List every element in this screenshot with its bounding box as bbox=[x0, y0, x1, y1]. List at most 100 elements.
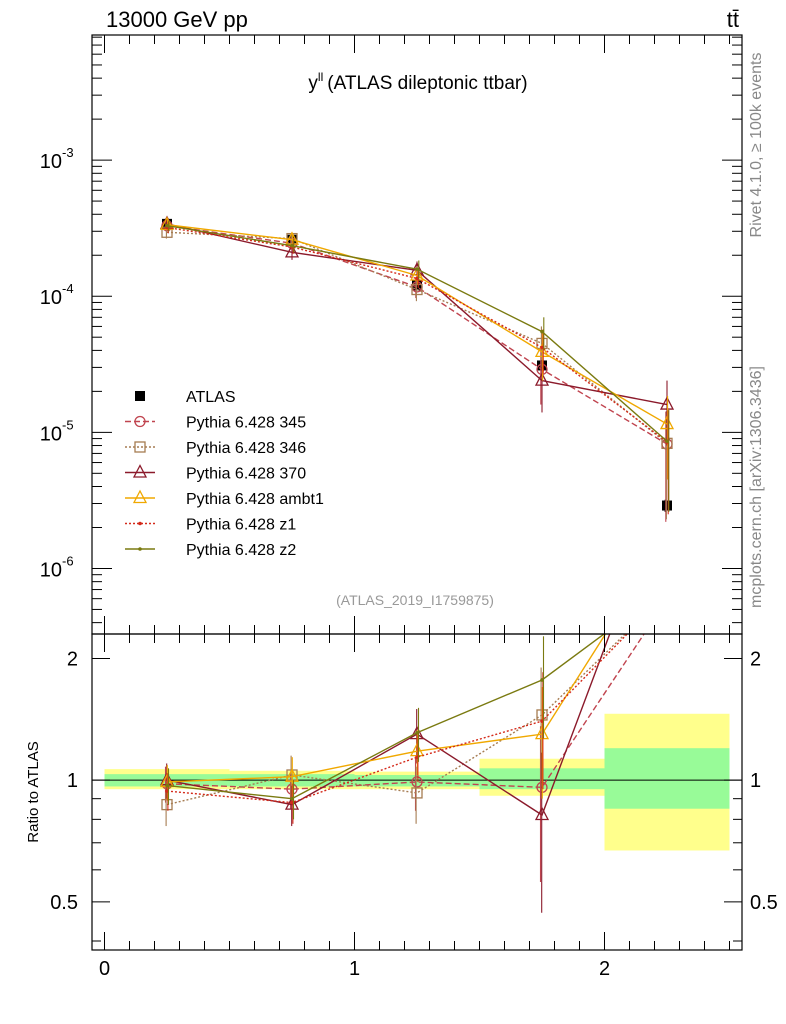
legend-marker bbox=[135, 391, 145, 401]
data-point bbox=[415, 267, 419, 271]
ratio-point bbox=[534, 806, 550, 821]
legend-marker bbox=[134, 441, 146, 453]
legend-item: Pythia 6.428 z1 bbox=[125, 517, 296, 534]
legend-marker bbox=[134, 415, 146, 428]
ratio-point bbox=[290, 796, 294, 801]
ratio-line bbox=[166, 634, 627, 806]
ratio-point bbox=[165, 789, 169, 793]
legend: ATLAS Pythia 6.428 345 Pythia 6.428 346 Pyt… bbox=[125, 389, 324, 559]
ratio-y-tick-label: 2 bbox=[67, 649, 78, 671]
legend-item: Pythia 6.428 370 bbox=[125, 464, 306, 483]
data-point bbox=[659, 415, 675, 430]
legend-marker bbox=[132, 489, 148, 504]
ratio-point bbox=[540, 678, 544, 682]
ratio-line bbox=[166, 634, 629, 804]
analysis-id: (ATLAS_2019_I1759875) bbox=[336, 592, 494, 608]
ratio-point bbox=[661, 530, 673, 542]
y-tick-exponent: -5 bbox=[62, 417, 74, 432]
energy-label: 13000 GeV pp bbox=[106, 7, 248, 32]
ratio-y-tick-label: 0.5 bbox=[50, 892, 78, 914]
data-point bbox=[290, 243, 294, 248]
legend-label: ATLAS bbox=[186, 389, 236, 406]
legend-label: Pythia 6.428 346 bbox=[186, 440, 306, 457]
y-tick-exponent: -4 bbox=[62, 281, 74, 296]
ratio-point bbox=[665, 586, 669, 590]
y-tick-label: 10 bbox=[40, 151, 62, 173]
series-line bbox=[166, 224, 668, 425]
ratio-point bbox=[415, 755, 419, 759]
ratio-y-tick-label-right: 2 bbox=[750, 649, 761, 671]
main-panel-data bbox=[159, 215, 675, 522]
ratio-frame bbox=[91, 633, 743, 951]
data-point bbox=[534, 343, 550, 358]
ratio-point bbox=[411, 787, 423, 799]
ratio-point bbox=[411, 776, 423, 788]
ratio-point bbox=[415, 730, 419, 735]
ratio-panel-axes: 0.5 0.5 1 1 2 2 0 1 2 bbox=[50, 633, 778, 980]
ratio-point bbox=[284, 796, 300, 810]
ratio-series-5 bbox=[165, 586, 669, 820]
data-point bbox=[665, 439, 669, 444]
ratio-y-tick-label-right: 0.5 bbox=[750, 892, 778, 914]
ratio-point bbox=[165, 783, 169, 788]
ratio-y-tick-label: 1 bbox=[67, 770, 78, 792]
x-tick-label: 2 bbox=[599, 958, 610, 980]
y-tick-exponent: -3 bbox=[62, 145, 74, 160]
series-5 bbox=[165, 222, 669, 515]
rivet-label: Rivet 4.1.0, ≥ 100k events bbox=[748, 53, 765, 238]
data-point bbox=[534, 372, 550, 386]
series-line bbox=[166, 223, 668, 406]
data-point bbox=[412, 280, 422, 291]
ratio-point bbox=[662, 594, 672, 604]
legend-label: Pythia 6.428 345 bbox=[186, 415, 306, 432]
legend-label: Pythia 6.428 ambt1 bbox=[186, 491, 324, 508]
ratio-point bbox=[662, 588, 672, 598]
ratio-point bbox=[665, 592, 669, 596]
ratio-point bbox=[540, 719, 544, 723]
legend-item: Pythia 6.428 ambt1 bbox=[125, 489, 324, 508]
data-point bbox=[540, 345, 544, 350]
green-band bbox=[354, 774, 480, 787]
x-tick-label: 1 bbox=[349, 958, 360, 980]
legend-marker bbox=[138, 547, 142, 551]
y-tick-label: 10 bbox=[40, 423, 62, 445]
process-label: tt̄ bbox=[727, 7, 739, 32]
legend-marker bbox=[138, 521, 142, 526]
ratio-y-label: Ratio to ATLAS bbox=[25, 741, 42, 842]
series-6 bbox=[165, 220, 670, 512]
data-point bbox=[411, 283, 423, 296]
data-point bbox=[284, 243, 300, 258]
ratio-point bbox=[290, 800, 294, 805]
legend-label: Pythia 6.428 z2 bbox=[186, 542, 296, 559]
series-line bbox=[166, 224, 668, 442]
y-tick-exponent: -6 bbox=[62, 553, 74, 568]
mcplots-label: mcplots.cern.ch [arXiv:1306.3436] bbox=[748, 366, 765, 608]
legend-label: Pythia 6.428 z1 bbox=[186, 517, 296, 534]
ratio-point bbox=[534, 725, 550, 740]
y-tick-label: 10 bbox=[40, 287, 62, 309]
legend-label: Pythia 6.428 370 bbox=[186, 466, 306, 483]
series-line bbox=[166, 226, 668, 443]
series-4 bbox=[159, 216, 675, 480]
ratio-panel-data bbox=[159, 474, 673, 913]
ratio-line bbox=[166, 634, 645, 790]
ratio-y-tick-label-right: 1 bbox=[750, 770, 761, 792]
ratio-series-4 bbox=[165, 592, 669, 824]
data-point bbox=[659, 396, 675, 410]
legend-item: ATLAS bbox=[135, 389, 236, 406]
legend-item: Pythia 6.428 z2 bbox=[125, 542, 296, 559]
data-point bbox=[415, 276, 419, 281]
ratio-point bbox=[661, 474, 673, 486]
legend-marker bbox=[132, 464, 148, 478]
data-point bbox=[662, 500, 672, 511]
main-panel-axes: 10-610-510-410-3 bbox=[40, 34, 743, 635]
ratio-series-2 bbox=[159, 474, 673, 913]
ratio-point bbox=[284, 768, 300, 782]
series-line bbox=[166, 224, 668, 445]
y-tick-label: 10 bbox=[40, 559, 62, 581]
data-point bbox=[165, 223, 169, 228]
series-3 bbox=[159, 215, 675, 446]
legend-item: Pythia 6.428 346 bbox=[125, 440, 306, 457]
ratio-series-3 bbox=[159, 530, 673, 801]
x-tick-label: 0 bbox=[99, 958, 110, 980]
